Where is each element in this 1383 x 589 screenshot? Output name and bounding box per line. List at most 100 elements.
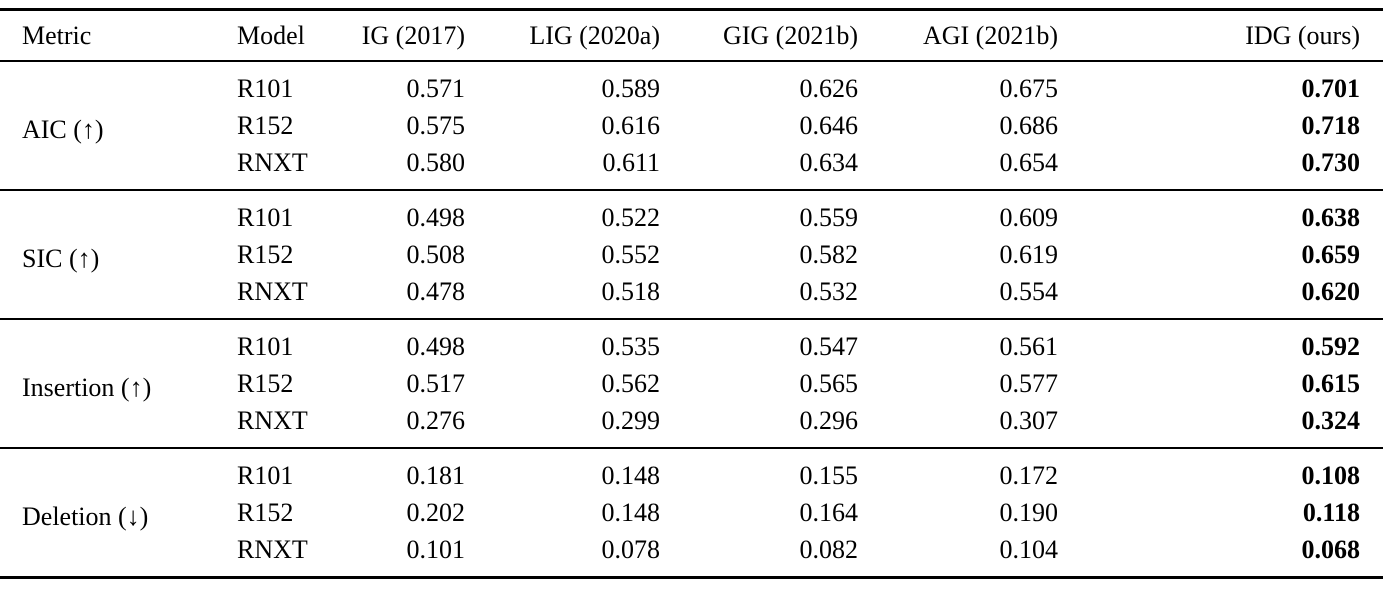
value-cell: 0.190 (999, 498, 1059, 527)
value-cell: 0.634 (799, 148, 859, 177)
value-cell: 0.547 (799, 332, 859, 361)
metric-cell: AIC (↑) (22, 115, 104, 144)
table-row: AIC (↑) R101 0.571 0.589 0.626 0.675 0.701 (0, 61, 1383, 144)
metric-group-sic: SIC (↑) R101 0.498 0.522 0.559 0.609 0.638 R152… (0, 190, 1383, 319)
value-cell: 0.517 (406, 369, 466, 398)
value-cell: 0.498 (406, 203, 466, 232)
model-cell: RNXT (237, 406, 308, 435)
table-header: Metric Model IG (2017) LIG (2020a) GIG (2021… (0, 9, 1383, 61)
value-cell: 0.181 (406, 461, 466, 490)
value-cell: 0.164 (799, 498, 859, 527)
table-row: RNXT 0.276 0.299 0.296 0.307 0.324 (0, 402, 1383, 448)
value-cell: 0.299 (601, 406, 661, 435)
idg-value-cell: 0.620 (1301, 277, 1361, 306)
value-cell: 0.609 (999, 203, 1059, 232)
table-row: RNXT 0.580 0.611 0.634 0.654 0.730 (0, 144, 1383, 190)
idg-value-cell: 0.638 (1301, 203, 1361, 232)
model-cell: RNXT (237, 535, 308, 564)
value-cell: 0.675 (999, 74, 1059, 103)
idg-value-cell: 0.659 (1301, 240, 1361, 269)
model-cell: R101 (237, 461, 294, 490)
metric-cell: Insertion (↑) (22, 373, 152, 402)
value-cell: 0.554 (999, 277, 1059, 306)
value-cell: 0.172 (999, 461, 1059, 490)
table-row: SIC (↑) R101 0.498 0.522 0.559 0.609 0.638 (0, 190, 1383, 273)
metric-cell: Deletion (↓) (22, 502, 149, 531)
idg-value-cell: 0.118 (1302, 498, 1360, 527)
metric-group-insertion: Insertion (↑) R101 0.498 0.535 0.547 0.561 0.5… (0, 319, 1383, 448)
column-header-idg-ours: IDG (ours) (1245, 21, 1360, 50)
table-row: R152 0.517 0.562 0.565 0.577 0.615 (0, 365, 1383, 402)
header-row: Metric Model IG (2017) LIG (2020a) GIG (2021… (0, 9, 1383, 61)
model-cell: R101 (237, 74, 294, 103)
column-header-model: Model (237, 21, 305, 50)
idg-value-cell: 0.615 (1301, 369, 1361, 398)
value-cell: 0.148 (601, 498, 661, 527)
value-cell: 0.562 (601, 369, 661, 398)
idg-value-cell: 0.108 (1301, 461, 1361, 490)
value-cell: 0.522 (601, 203, 661, 232)
value-cell: 0.478 (406, 277, 466, 306)
value-cell: 0.646 (799, 111, 859, 140)
model-cell: R152 (237, 240, 294, 269)
value-cell: 0.148 (601, 461, 661, 490)
value-cell: 0.532 (799, 277, 859, 306)
value-cell: 0.561 (999, 332, 1059, 361)
idg-value-cell: 0.701 (1301, 74, 1361, 103)
model-cell: R152 (237, 111, 294, 140)
value-cell: 0.589 (601, 74, 661, 103)
value-cell: 0.580 (406, 148, 466, 177)
table-row: R152 0.575 0.616 0.646 0.686 0.718 (0, 107, 1383, 144)
idg-value-cell: 0.718 (1301, 111, 1361, 140)
value-cell: 0.559 (799, 203, 859, 232)
value-cell: 0.552 (601, 240, 661, 269)
value-cell: 0.508 (406, 240, 466, 269)
idg-value-cell: 0.592 (1301, 332, 1361, 361)
table-row: R152 0.508 0.552 0.582 0.619 0.659 (0, 236, 1383, 273)
value-cell: 0.296 (799, 406, 859, 435)
value-cell: 0.575 (406, 111, 466, 140)
value-cell: 0.498 (406, 332, 466, 361)
metric-group-aic: AIC (↑) R101 0.571 0.589 0.626 0.675 0.701 R152… (0, 61, 1383, 190)
value-cell: 0.611 (602, 148, 660, 177)
value-cell: 0.582 (799, 240, 859, 269)
model-cell: R101 (237, 203, 294, 232)
table-row: Insertion (↑) R101 0.498 0.535 0.547 0.561 0.5… (0, 319, 1383, 402)
value-cell: 0.155 (799, 461, 859, 490)
model-cell: R152 (237, 369, 294, 398)
model-cell: R152 (237, 498, 294, 527)
results-table: Metric Model IG (2017) LIG (2020a) GIG (2021… (0, 8, 1383, 579)
value-cell: 0.571 (406, 74, 466, 103)
metric-group-deletion: Deletion (↓) R101 0.181 0.148 0.155 0.172 0.10… (0, 448, 1383, 578)
value-cell: 0.577 (999, 369, 1059, 398)
idg-value-cell: 0.324 (1301, 406, 1361, 435)
value-cell: 0.518 (601, 277, 661, 306)
table-row: R152 0.202 0.148 0.164 0.190 0.118 (0, 494, 1383, 531)
metric-cell: SIC (↑) (22, 244, 100, 273)
value-cell: 0.654 (999, 148, 1059, 177)
value-cell: 0.307 (999, 406, 1059, 435)
value-cell: 0.535 (601, 332, 661, 361)
value-cell: 0.082 (799, 535, 859, 564)
value-cell: 0.619 (999, 240, 1059, 269)
table-row: RNXT 0.478 0.518 0.532 0.554 0.620 (0, 273, 1383, 319)
idg-value-cell: 0.730 (1301, 148, 1361, 177)
value-cell: 0.276 (406, 406, 466, 435)
column-header-agi-2021b: AGI (2021b) (922, 21, 1058, 50)
value-cell: 0.686 (999, 111, 1059, 140)
value-cell: 0.078 (601, 535, 661, 564)
value-cell: 0.202 (406, 498, 466, 527)
value-cell: 0.101 (406, 535, 466, 564)
column-header-lig-2020a: LIG (2020a) (529, 21, 660, 50)
value-cell: 0.104 (999, 535, 1059, 564)
model-cell: R101 (237, 332, 294, 361)
table-row: Deletion (↓) R101 0.181 0.148 0.155 0.172 0.10… (0, 448, 1383, 531)
table-row: RNXT 0.101 0.078 0.082 0.104 0.068 (0, 531, 1383, 578)
column-header-metric: Metric (22, 21, 92, 50)
value-cell: 0.626 (799, 74, 859, 103)
column-header-ig-2017: IG (2017) (361, 21, 465, 50)
value-cell: 0.616 (601, 111, 661, 140)
model-cell: RNXT (237, 148, 308, 177)
model-cell: RNXT (237, 277, 308, 306)
